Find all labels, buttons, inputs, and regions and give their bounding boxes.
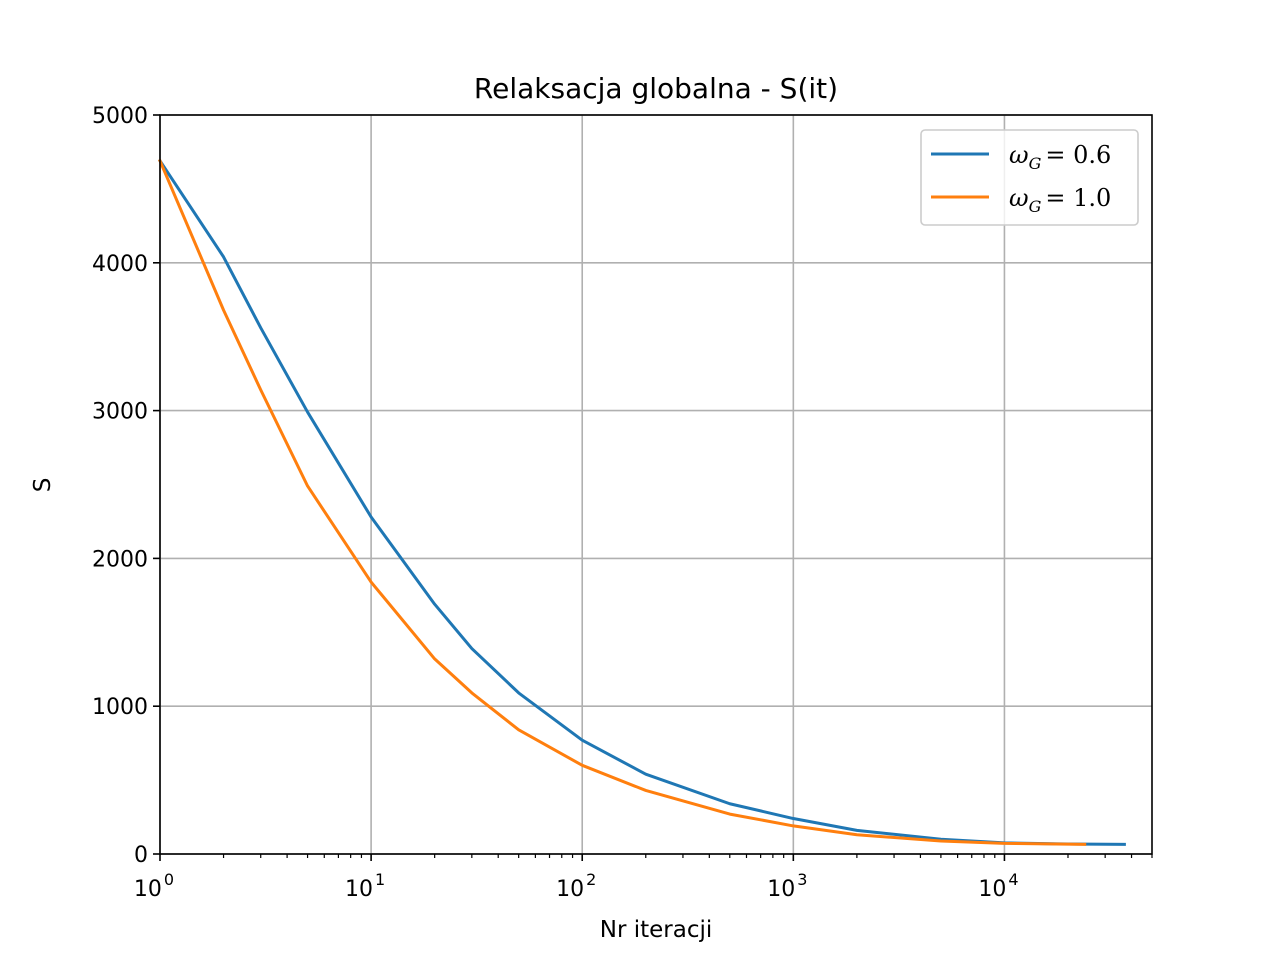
y-tick-label: 0 xyxy=(134,843,148,868)
grid xyxy=(159,114,1152,855)
x-tick-exponent: 3 xyxy=(797,870,807,889)
legend-label-0: ωG = 0.6 xyxy=(1009,141,1111,173)
legend-value: = 0.6 xyxy=(1045,141,1111,169)
y-tick-label: 5000 xyxy=(92,104,148,129)
y-tick-label: 3000 xyxy=(92,400,148,425)
y-axis-label: S xyxy=(30,478,56,493)
legend-symbol: ω xyxy=(1009,141,1029,169)
legend-value: = 1.0 xyxy=(1045,184,1111,212)
y-tick-label: 1000 xyxy=(92,695,148,720)
legend-label-1: ωG = 1.0 xyxy=(1009,184,1111,216)
y-tick-label: 4000 xyxy=(92,252,148,277)
legend-subscript: G xyxy=(1029,154,1042,173)
x-tick-exponent: 2 xyxy=(586,870,596,889)
legend-symbol: ω xyxy=(1009,184,1029,212)
legend: ωG = 0.6ωG = 1.0 xyxy=(920,129,1139,226)
plot-frame xyxy=(159,114,1153,855)
legend-subscript: G xyxy=(1029,197,1042,216)
x-tick-exponent: 4 xyxy=(1008,870,1018,889)
x-tick-exponent: 1 xyxy=(375,870,385,889)
y-tick-label: 2000 xyxy=(92,547,148,572)
x-tick-exponent: 0 xyxy=(164,870,174,889)
chart-title: Relaksacja globalna - S(it) xyxy=(474,72,838,105)
x-axis-label: Nr iteracji xyxy=(600,917,713,943)
series-line-1 xyxy=(158,158,1087,846)
series-lines xyxy=(157,158,1126,846)
